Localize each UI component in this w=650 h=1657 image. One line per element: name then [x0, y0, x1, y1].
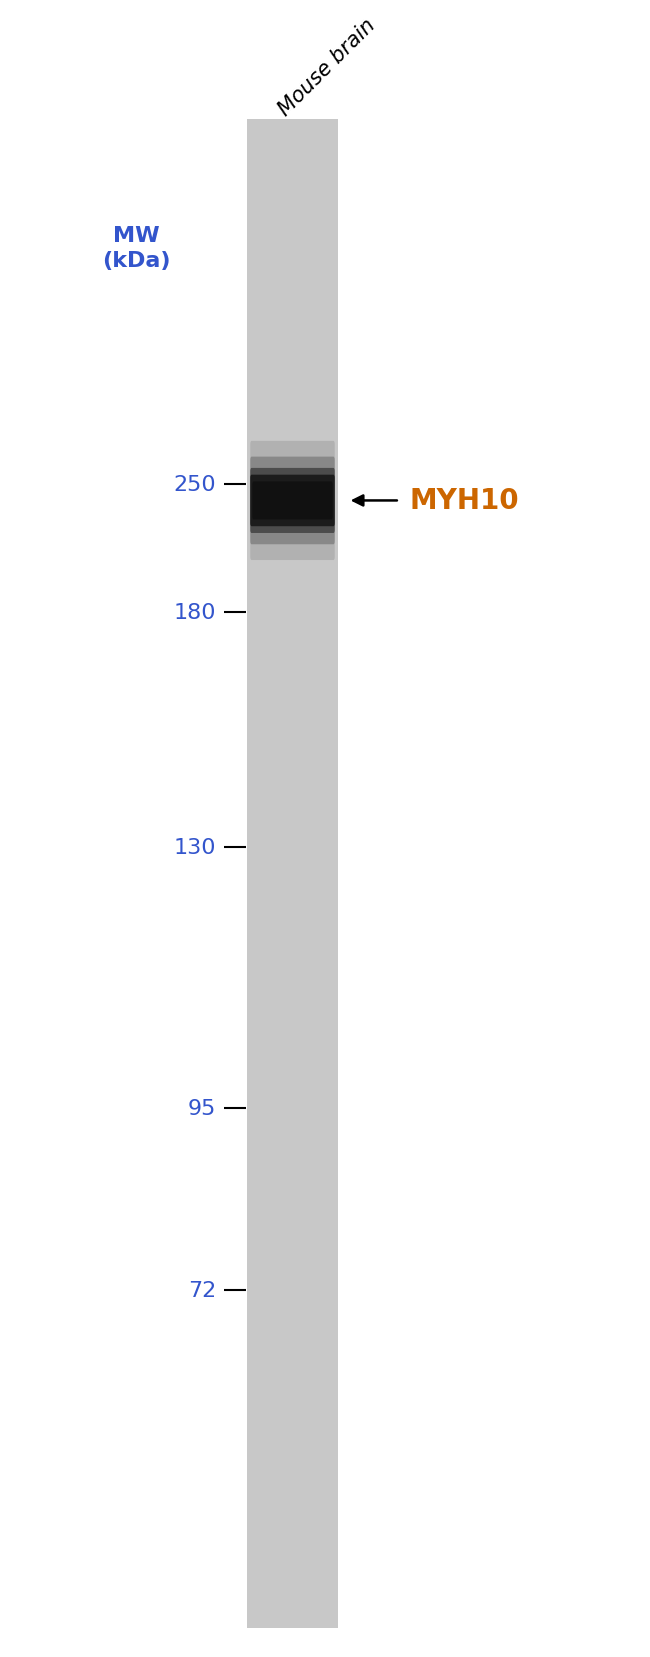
- FancyBboxPatch shape: [250, 476, 335, 527]
- Text: MW
(kDa): MW (kDa): [102, 225, 171, 270]
- Text: MYH10: MYH10: [410, 487, 519, 515]
- Bar: [247, 119, 338, 1629]
- FancyBboxPatch shape: [252, 482, 333, 520]
- Text: Mouse brain: Mouse brain: [275, 15, 380, 119]
- Text: 250: 250: [174, 476, 216, 495]
- Text: 130: 130: [174, 837, 216, 857]
- FancyBboxPatch shape: [250, 457, 335, 545]
- FancyBboxPatch shape: [250, 469, 335, 534]
- Text: 95: 95: [188, 1099, 216, 1118]
- Text: 180: 180: [174, 601, 216, 623]
- Text: 72: 72: [188, 1279, 216, 1301]
- FancyBboxPatch shape: [250, 441, 335, 560]
